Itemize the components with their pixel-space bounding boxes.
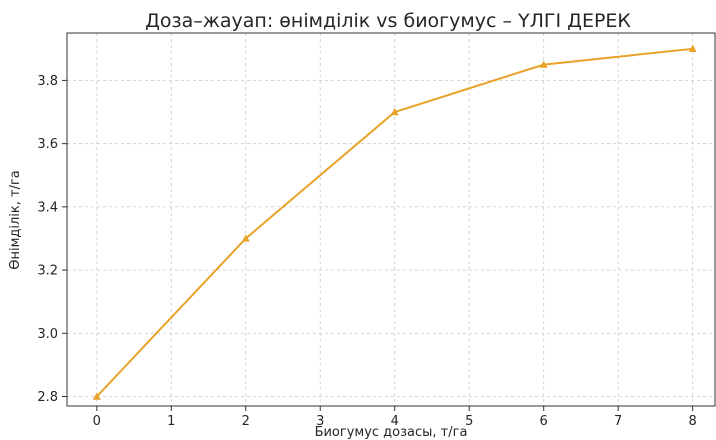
- x-tick-label: 2: [242, 414, 250, 429]
- y-tick-label: 2.8: [37, 390, 58, 405]
- series-layer: [92, 44, 697, 400]
- y-tick-label: 3.2: [37, 264, 58, 279]
- data-point: [539, 60, 548, 68]
- y-tick-label: 3.4: [37, 200, 58, 215]
- x-tick-label: 7: [614, 414, 622, 429]
- x-tick-label: 5: [465, 414, 473, 429]
- y-axis-label: Өнімділік, т/га: [8, 170, 23, 270]
- data-point: [390, 108, 399, 116]
- chart-title: Доза–жауап: өнімділік vs биогумус – ҮЛГІ…: [145, 10, 631, 32]
- x-tick-label: 1: [167, 414, 175, 429]
- x-axis-label: Биогумус дозасы, т/га: [315, 425, 468, 440]
- plot-frame: [66, 32, 716, 407]
- data-point: [241, 234, 250, 242]
- data-point: [92, 392, 101, 400]
- x-tick-label: 6: [540, 414, 548, 429]
- x-tick-label: 3: [316, 414, 324, 429]
- grid: [67, 33, 715, 406]
- data-point: [688, 44, 697, 53]
- x-tick-label: 0: [93, 414, 101, 429]
- x-tick-label: 8: [689, 414, 697, 429]
- y-tick-label: 3.6: [37, 137, 58, 152]
- y-tick-label: 3.0: [37, 327, 58, 342]
- y-tick-label: 3.8: [37, 74, 58, 89]
- axis-ticks: 0 1 2 3 4 5 6 7 8 2.8 3.0 3.2 3.4 3.6 3.8: [37, 74, 696, 429]
- x-tick-label: 4: [391, 414, 399, 429]
